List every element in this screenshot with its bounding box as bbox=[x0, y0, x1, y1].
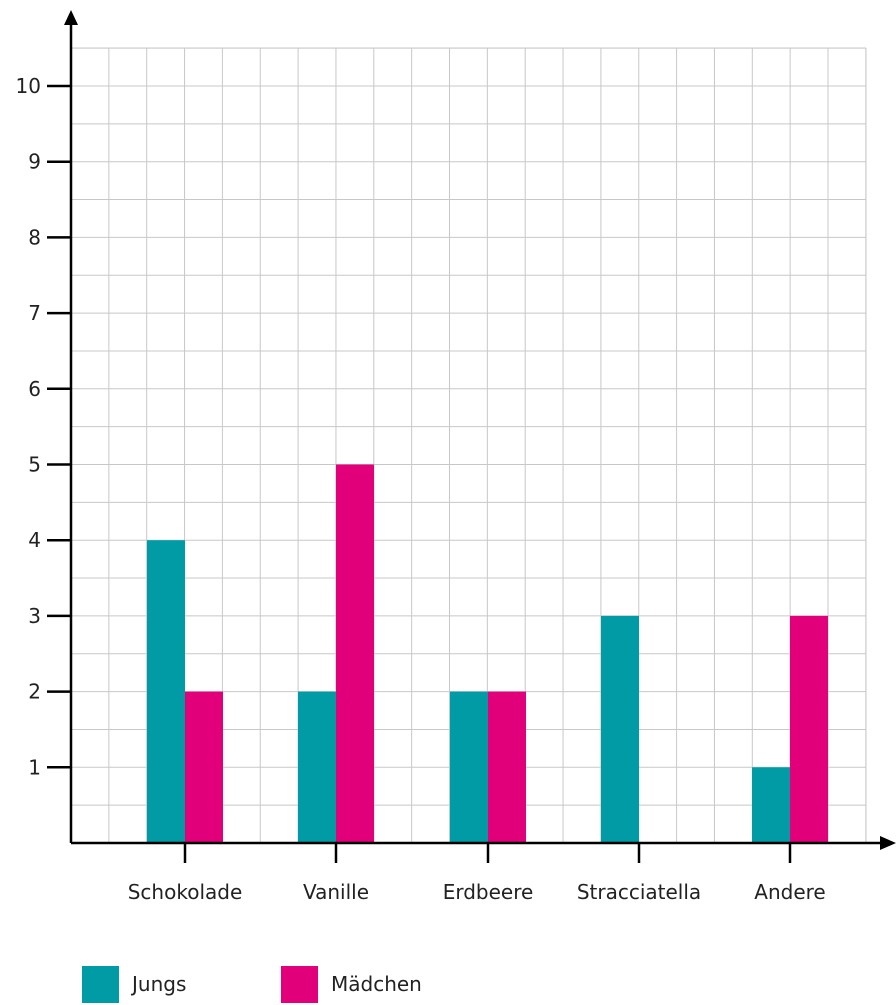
y-tick-label: 1 bbox=[28, 755, 41, 779]
bar-jungs-vanille bbox=[298, 691, 336, 843]
legend-swatch-mdchen bbox=[281, 966, 318, 1003]
y-tick-label: 10 bbox=[16, 74, 41, 98]
y-tick-label: 5 bbox=[28, 453, 41, 477]
y-tick-labels: 1 2 3 4 5 6 7 8 9 10 bbox=[16, 74, 41, 779]
bar-jungs-schokolade bbox=[147, 540, 185, 843]
bars bbox=[147, 464, 828, 843]
bar-mdchen-schokolade bbox=[185, 691, 223, 843]
x-category-label: Schokolade bbox=[128, 880, 243, 904]
legend-label: Mädchen bbox=[331, 972, 422, 996]
x-category-label: Erdbeere bbox=[443, 880, 534, 904]
y-tick-label: 3 bbox=[28, 604, 41, 628]
y-tick-label: 2 bbox=[28, 680, 41, 704]
x-axis-arrow-icon bbox=[880, 836, 896, 850]
bar-jungs-erdbeere bbox=[450, 691, 488, 843]
y-tick-label: 6 bbox=[28, 377, 41, 401]
y-axis-arrow-icon bbox=[64, 10, 78, 25]
y-tick-label: 9 bbox=[28, 150, 41, 174]
x-category-label: Stracciatella bbox=[577, 880, 701, 904]
x-category-labels: Schokolade Vanille Erdbeere Stracciatella An… bbox=[128, 880, 826, 904]
y-tick-label: 4 bbox=[28, 528, 41, 552]
axes bbox=[47, 10, 896, 863]
bar-jungs-stracciatella bbox=[601, 615, 639, 843]
bar-mdchen-andere bbox=[790, 615, 828, 843]
legend-label: Jungs bbox=[130, 972, 186, 996]
legend-swatch-jungs bbox=[82, 966, 119, 1003]
bar-jungs-andere bbox=[752, 767, 790, 843]
bar-mdchen-erdbeere bbox=[488, 691, 526, 843]
x-category-label: Vanille bbox=[303, 880, 369, 904]
y-tick-label: 8 bbox=[28, 225, 41, 249]
legend: Jungs Mädchen bbox=[82, 966, 422, 1003]
x-category-label: Andere bbox=[754, 880, 825, 904]
y-tick-label: 7 bbox=[28, 301, 41, 325]
bar-mdchen-vanille bbox=[336, 464, 374, 843]
